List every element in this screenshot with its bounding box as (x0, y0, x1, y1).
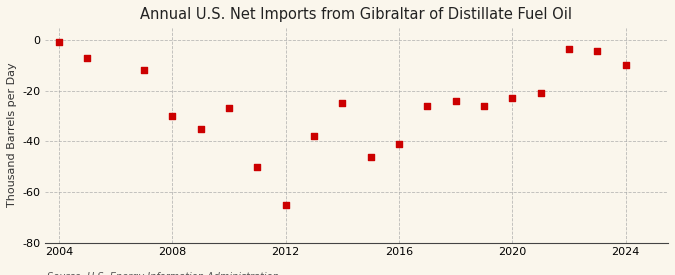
Point (308, 134, 319, 139)
Point (365, 155, 376, 159)
Text: Source: U.S. Energy Information Administration: Source: U.S. Energy Information Administ… (47, 273, 279, 275)
Point (223, 106, 234, 111)
Point (252, 165, 263, 169)
Title: Annual U.S. Net Imports from Gibraltar of Distillate Fuel Oil: Annual U.S. Net Imports from Gibraltar o… (140, 7, 572, 22)
Point (620, 63, 631, 68)
Point (53, 40, 64, 45)
Point (450, 99, 461, 103)
Point (507, 96, 518, 100)
Point (337, 101, 348, 106)
Point (167, 114, 178, 118)
Point (195, 126, 206, 131)
Y-axis label: Thousand Barrels per Day: Thousand Barrels per Day (7, 63, 17, 207)
Point (564, 47, 574, 51)
Point (479, 104, 489, 108)
Point (535, 91, 546, 95)
Point (592, 49, 603, 54)
Point (82, 56, 92, 60)
Point (422, 104, 433, 108)
Point (280, 203, 291, 207)
Point (394, 142, 404, 146)
Point (138, 68, 149, 73)
